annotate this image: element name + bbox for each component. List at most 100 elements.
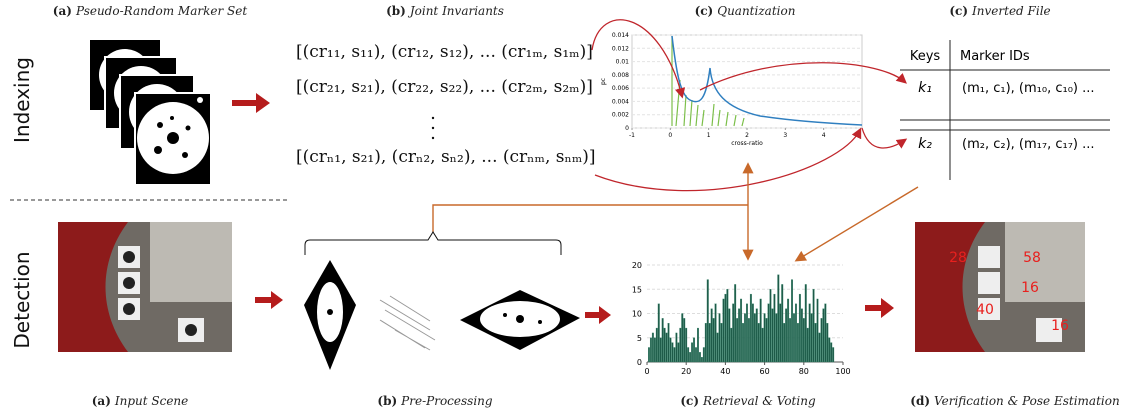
caption-tag: (c) [949,4,969,18]
bar [798,293,801,363]
bar [795,303,797,363]
y-tick-label: 0.004 [612,98,629,105]
spikes [671,36,745,127]
red-links [591,19,908,192]
table-header: Keys [910,49,941,64]
bar [657,303,660,363]
bar [724,293,727,363]
bar [820,318,823,363]
bar [667,323,670,363]
bar [734,284,737,363]
bar [659,337,662,363]
x-tick-label: -1 [629,132,635,139]
bar [740,298,743,363]
table-key: k₁ [918,80,932,96]
x-tick-label: 80 [799,367,809,376]
bar [698,352,701,363]
bar [691,342,694,363]
bar [671,342,674,363]
caption: (c) Retrieval & Voting [598,394,898,408]
caption: (c) Inverted File [850,4,1122,18]
caption-title: Retrieval & Voting [703,394,816,408]
y-tick-label: 0 [637,358,642,367]
bar [675,332,678,363]
y-tick-label: 0.002 [612,112,629,119]
caption: (b) Pre-Processing [285,394,585,408]
bar [793,313,795,363]
bar [653,337,656,363]
bar [777,274,780,363]
arrow [255,291,283,309]
bar [700,356,703,363]
bar [673,347,676,363]
caption-title: Quantization [717,4,796,18]
bar [787,298,790,363]
caption-tag: (a) [52,4,72,18]
bar [716,332,719,363]
bar [697,327,699,363]
formula: [(crₙ₁, s₂₁), (crₙ₂, sₙ₂), ... (crₙₘ, sₙ… [296,147,596,167]
caption-tag: (b) [377,394,398,408]
bar [738,308,741,363]
bar [769,289,772,363]
y-tick-label: 5 [637,334,642,343]
y-tick-label: 20 [632,261,642,270]
bar [649,337,652,363]
bar [726,289,729,363]
bar [747,318,750,363]
brace [304,231,562,255]
bar [785,308,788,363]
bar [765,318,768,363]
bar [689,352,692,363]
bar [753,313,756,363]
arrow [585,306,611,324]
formula: [(cr₂₁, s₂₁), (cr₂₂, s₂₂), ... (cr₂ₘ, s₂… [296,77,593,97]
bar [708,323,711,363]
bar [706,279,709,363]
bar [651,332,654,363]
x-tick-label: 3 [783,132,787,139]
bar [683,318,686,363]
bar [648,347,650,363]
y-tick-label: 0.014 [612,32,629,39]
bar [730,327,733,363]
y-axis-label: pc [600,78,607,85]
verification-photo [915,222,1085,352]
bar [679,327,682,363]
bar [695,347,697,363]
bar [781,284,784,363]
caption-tag: (b) [386,4,406,18]
input-scene-photo [58,222,232,352]
bar [800,308,803,363]
bar [702,347,705,363]
vertical-dots [431,116,435,140]
x-tick-label: 0 [644,367,649,376]
marker-id: 40 [976,302,994,318]
y-tick-label: 0.008 [612,72,629,79]
caption: (c) Quantization [595,4,895,18]
x-tick-label: 60 [760,367,770,376]
bar [830,342,833,363]
bar [693,337,695,363]
bar [718,313,721,363]
bar [761,327,764,363]
bar [812,289,815,363]
bar [824,303,827,363]
bar [663,327,666,363]
formula: [(cr₁₁, s₁₁), (cr₁₂, s₁₂), ... (cr₁ₘ, s₁… [296,42,593,62]
inverted-file: Keys Marker IDs k₁ (m₁, c₁), (m₁₀, c₁₀) ...… [910,49,1095,152]
caption-title: Input Scene [114,394,189,408]
bar [661,318,664,363]
x-tick-label: 0 [668,132,672,139]
caption: (a) Input Scene [0,394,290,408]
bar [763,313,766,363]
bar [759,298,762,363]
arrow [865,298,894,318]
bar [806,327,809,363]
bar [773,293,776,363]
bar [655,327,658,363]
bar [720,323,723,363]
detection-label: Detection [10,251,34,349]
marker-id: 16 [1021,280,1039,296]
